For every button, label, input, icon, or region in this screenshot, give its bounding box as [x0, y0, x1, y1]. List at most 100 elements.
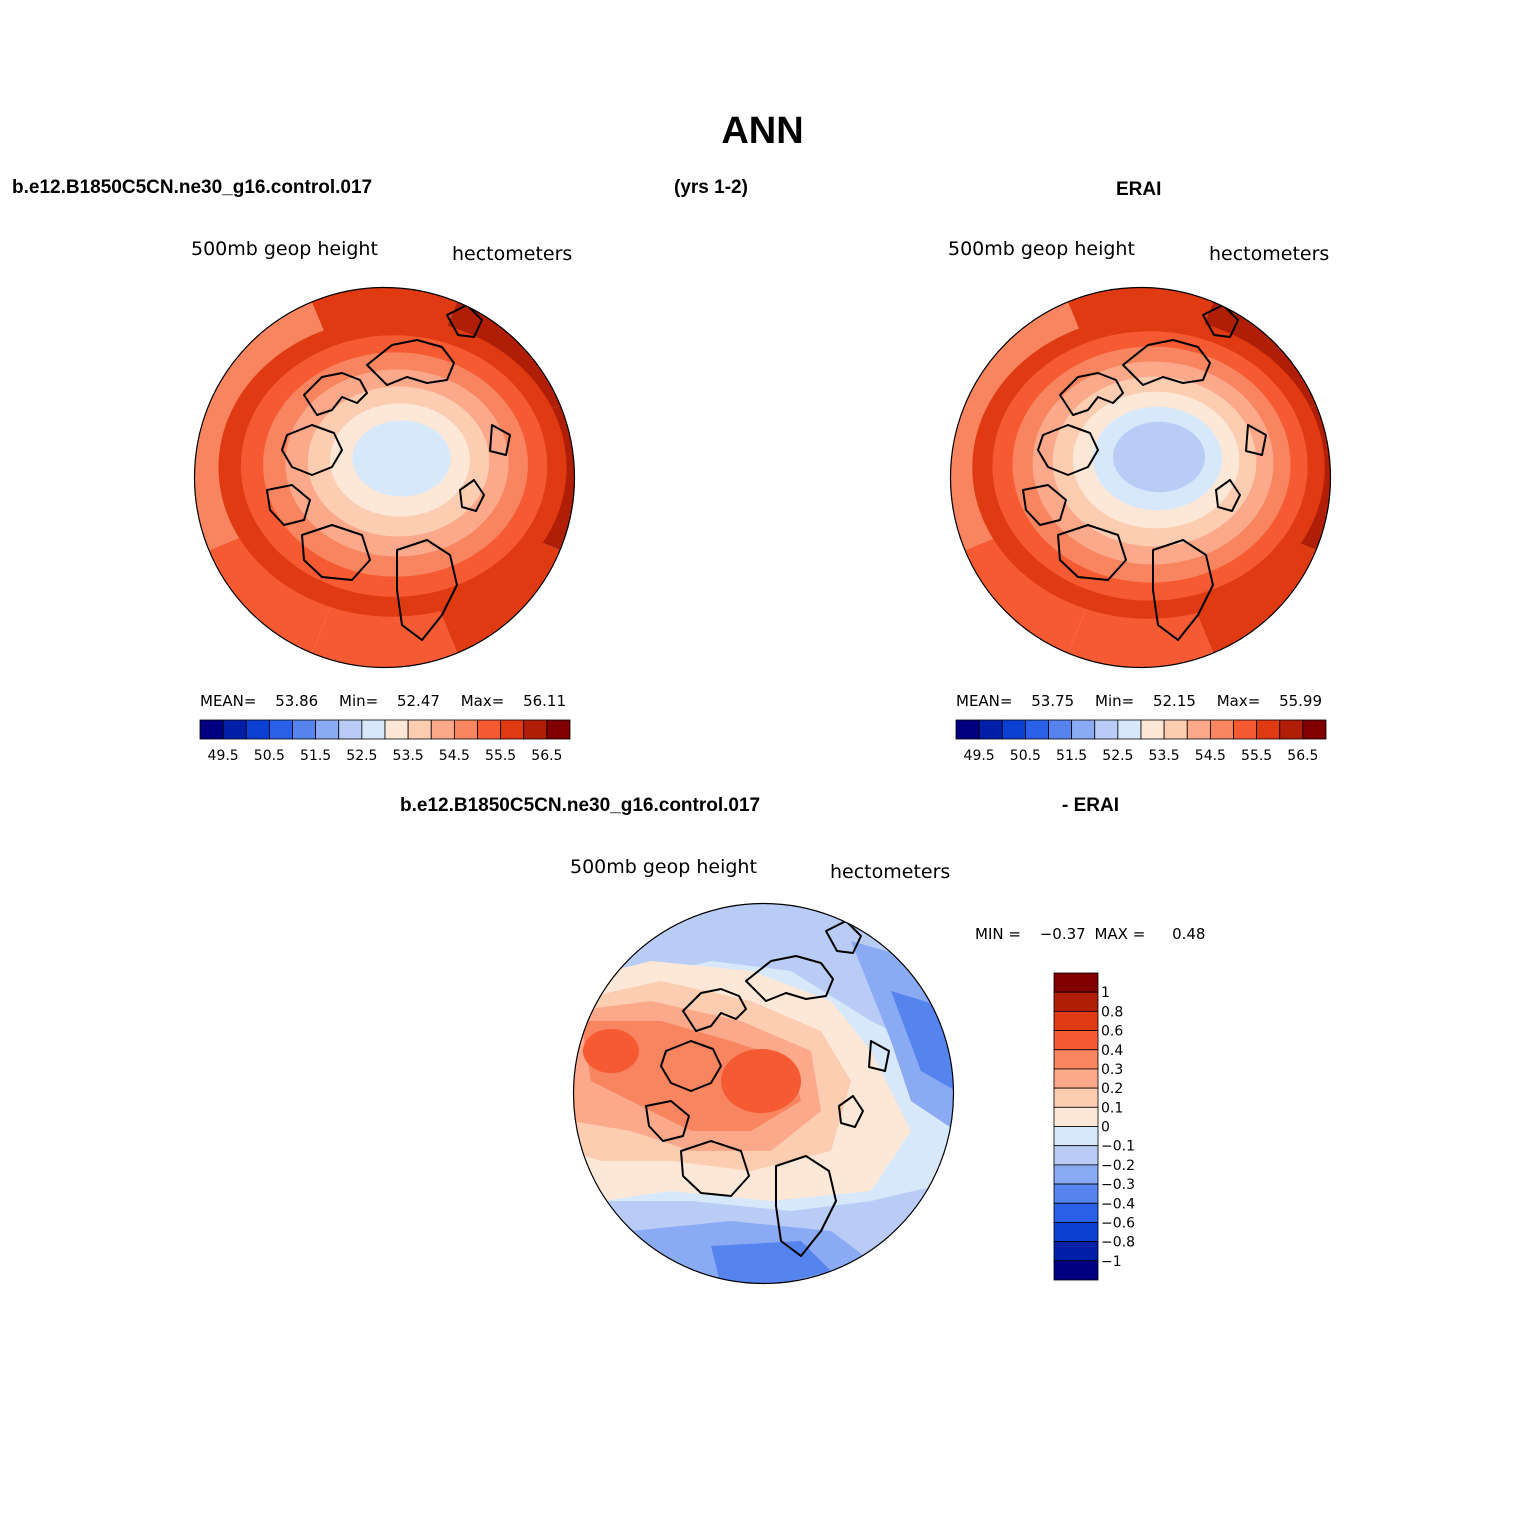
- colorbar-swatch: [384, 719, 409, 740]
- colorbar-tick-label: 53.5: [393, 748, 424, 764]
- colorbar-tick-label: 0.1: [1101, 1100, 1123, 1116]
- colorbar-swatch: [1053, 1126, 1099, 1147]
- obs-units-label: hectometers: [1209, 243, 1330, 265]
- diff-min-value: −0.37: [1039, 925, 1086, 943]
- coastline: [266, 484, 311, 526]
- colorbar-tick-label: 53.5: [1149, 748, 1180, 764]
- colorbar-tick-label: 0.6: [1101, 1024, 1123, 1040]
- colorbar-tick-label: 0.3: [1101, 1062, 1123, 1078]
- colorbar-swatch: [1209, 719, 1234, 740]
- model-variable-label: 500mb geop height: [191, 238, 378, 260]
- colorbar-swatch: [1053, 1106, 1099, 1127]
- model-min-value: 52.47: [396, 692, 440, 710]
- colorbar-tick-label: −0.8: [1101, 1235, 1135, 1251]
- coastline: [1122, 339, 1211, 386]
- colorbar-swatch: [1024, 719, 1049, 740]
- diff-min-label: MIN =: [975, 925, 1021, 943]
- colorbar-swatch: [1053, 1164, 1099, 1185]
- colorbar-swatch: [1279, 719, 1304, 740]
- coastline: [489, 424, 511, 456]
- colorbar-swatch: [1094, 719, 1119, 740]
- colorbar-tick-label: −1: [1101, 1254, 1122, 1270]
- coastline: [446, 304, 483, 338]
- colorbar-tick-label: −0.3: [1101, 1177, 1135, 1193]
- diff-stats: MIN = −0.37 MAX = 0.48: [975, 925, 1205, 943]
- coastline: [680, 1140, 750, 1197]
- coastline: [825, 920, 862, 954]
- map-border: [572, 902, 955, 1285]
- coastline: [459, 479, 485, 512]
- model-min-label: Min=: [339, 692, 379, 710]
- colorbar-swatch: [1053, 1260, 1099, 1281]
- diff-variable-label: 500mb geop height: [570, 856, 757, 878]
- colorbar-swatch: [1256, 719, 1281, 740]
- colorbar-swatch: [245, 719, 270, 740]
- colorbar-tick-label: 0.4: [1101, 1043, 1123, 1059]
- colorbar-swatch: [315, 719, 340, 740]
- colorbar-swatch: [1053, 1087, 1099, 1108]
- colorbar-tick-label: 49.5: [208, 748, 239, 764]
- coastline: [1245, 424, 1267, 456]
- obs-stats: MEAN= 53.75 Min= 52.15 Max= 55.99: [956, 692, 1328, 710]
- colorbar-swatch: [430, 719, 455, 740]
- colorbar-tick-label: 50.5: [1010, 748, 1041, 764]
- colorbar-tick-label: −0.6: [1101, 1215, 1135, 1231]
- model-polar-map: [193, 286, 576, 669]
- coastline: [301, 524, 371, 581]
- colorbar-swatch: [1053, 1010, 1099, 1031]
- diff-obs-label: - ERAI: [1062, 795, 1119, 816]
- colorbar-swatch: [1053, 1202, 1099, 1223]
- diff-max-value: 0.48: [1172, 925, 1206, 943]
- colorbar-swatch: [1140, 719, 1165, 740]
- colorbar-tick-label: 51.5: [300, 748, 331, 764]
- diff-colorbar: 1 0.8 0.6 0.4 0.3 0.2 0.1 0 −0.1 −0.2 −0.3 −0.4 −0.6…: [1053, 972, 1135, 1281]
- obs-min-label: Min=: [1095, 692, 1135, 710]
- coastline: [1059, 372, 1124, 416]
- colorbar-swatch: [1053, 1030, 1099, 1051]
- colorbar-tick-label: 51.5: [1056, 748, 1087, 764]
- colorbar-swatch: [1071, 719, 1096, 740]
- colorbar-swatch: [1053, 1068, 1099, 1089]
- colorbar-tick-label: 49.5: [964, 748, 995, 764]
- coastline: [281, 424, 343, 476]
- coastline: [1037, 424, 1099, 476]
- colorbar-swatch: [500, 719, 525, 740]
- figure-title: ANN: [721, 110, 804, 152]
- colorbar-swatch: [292, 719, 317, 740]
- colorbar-tick-label: −0.1: [1101, 1139, 1135, 1155]
- colorbar-swatch: [199, 719, 224, 740]
- colorbar-swatch: [222, 719, 247, 740]
- coastline: [1152, 539, 1214, 641]
- colorbar-swatch: [1053, 991, 1099, 1012]
- obs-max-label: Max=: [1216, 692, 1261, 710]
- colorbar-tick-label: 52.5: [346, 748, 377, 764]
- colorbar-swatch: [1053, 1145, 1099, 1166]
- diff-contour-region: [721, 1049, 801, 1113]
- coastline: [775, 1155, 837, 1257]
- diff-case-label: b.e12.B1850C5CN.ne30_g16.control.017: [400, 795, 761, 816]
- diff-max-label: MAX =: [1094, 925, 1146, 943]
- colorbar-swatch: [477, 719, 502, 740]
- obs-variable-label: 500mb geop height: [948, 238, 1135, 260]
- colorbar-tick-label: 56.5: [531, 748, 562, 764]
- model-max-value: 56.11: [523, 692, 567, 710]
- diff-polar-map: [572, 902, 955, 1285]
- colorbar-swatch: [955, 719, 980, 740]
- case-label: b.e12.B1850C5CN.ne30_g16.control.017: [12, 177, 373, 198]
- obs-min-value: 52.15: [1152, 692, 1196, 710]
- map-border: [193, 286, 576, 669]
- colorbar-swatch: [407, 719, 432, 740]
- obs-polar-map: [949, 286, 1332, 669]
- colorbar-tick-label: 0: [1101, 1120, 1110, 1136]
- colorbar-tick-label: 50.5: [254, 748, 285, 764]
- obs-colorbar: 49.5 50.5 51.5 52.5 53.5 54.5 55.5 56.5: [955, 719, 1327, 764]
- colorbar-swatch: [1053, 1183, 1099, 1204]
- coastline: [1022, 484, 1067, 526]
- colorbar-tick-label: 1: [1101, 985, 1110, 1001]
- colorbar-swatch: [1117, 719, 1142, 740]
- obs-label: ERAI: [1116, 179, 1162, 200]
- map-border: [949, 286, 1332, 669]
- colorbar-swatch: [268, 719, 293, 740]
- model-max-label: Max=: [460, 692, 505, 710]
- coastline: [1215, 479, 1241, 512]
